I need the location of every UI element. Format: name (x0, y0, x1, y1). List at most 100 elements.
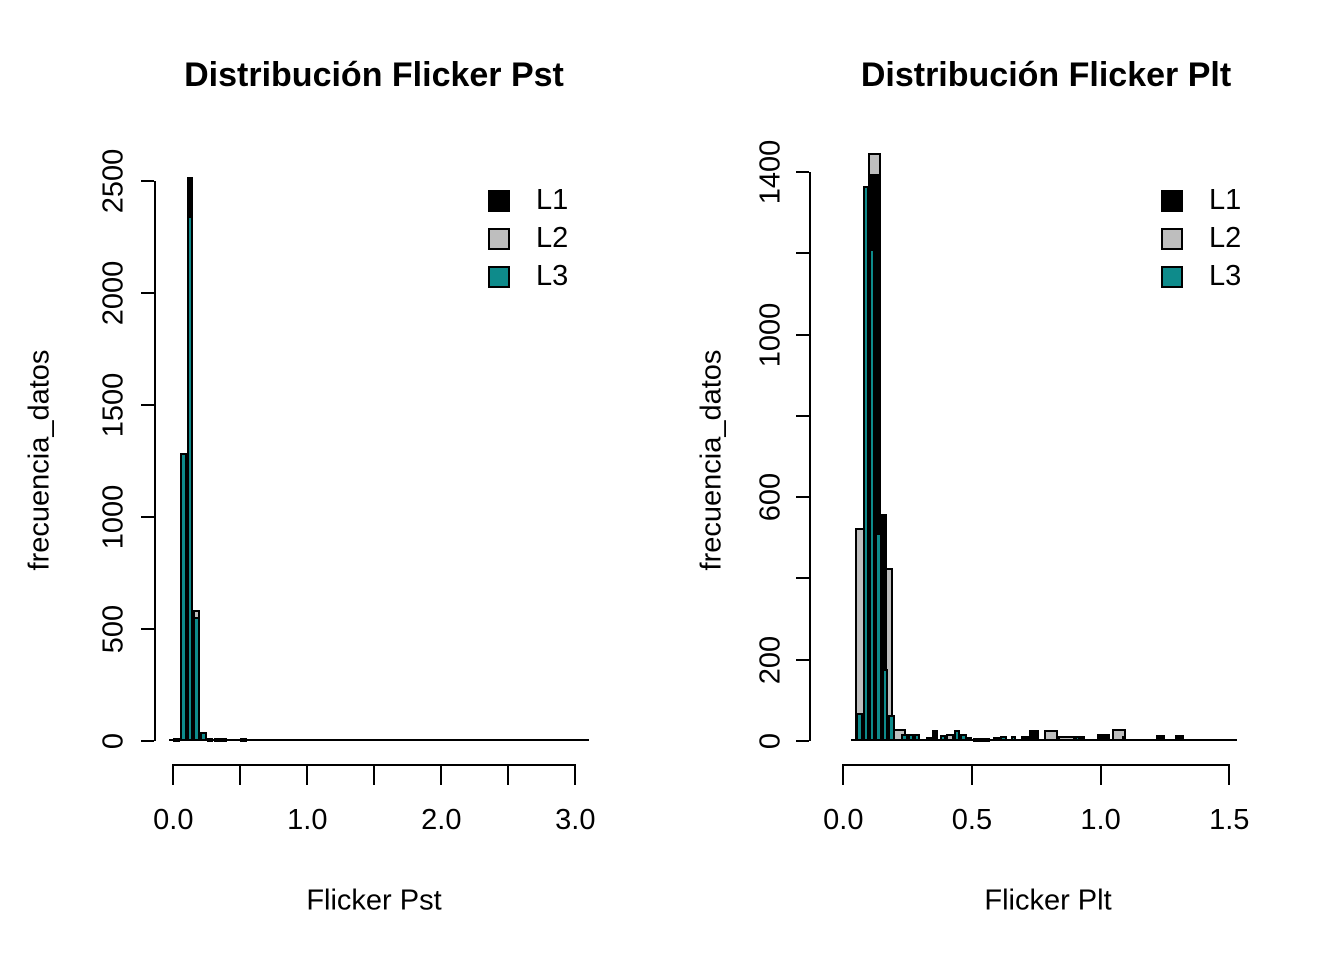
legend-label: L3 (1209, 260, 1242, 292)
y-tick-label: 0 (754, 732, 787, 750)
y-tick-label: 0 (97, 732, 130, 750)
x-tick (239, 764, 242, 785)
x-tick (1099, 764, 1102, 785)
l2-swatch (488, 227, 510, 250)
x-tick (970, 764, 973, 785)
y-tick-label: 500 (97, 604, 130, 654)
x-tick-label: 2.0 (421, 804, 462, 836)
legend-label: L2 (536, 222, 569, 254)
y-tick (796, 577, 809, 580)
histogram-bar-l3 (220, 738, 227, 742)
plot-baseline (169, 739, 589, 741)
histogram-bar-l3 (939, 734, 947, 741)
histogram-bar-l3 (1122, 736, 1127, 741)
histogram-bar-l3 (240, 738, 247, 742)
histogram-bar-l3 (213, 738, 221, 742)
legend-label: L1 (1209, 184, 1242, 216)
histogram-bar-l1 (925, 736, 933, 741)
y-tick-label: 2500 (97, 148, 130, 214)
histogram-bar-l3 (901, 734, 908, 741)
histogram-bar-l3 (206, 737, 214, 742)
histogram-bar-l1 (1020, 736, 1029, 741)
legend-label: L1 (536, 184, 569, 216)
histogram-bar-l3 (193, 616, 201, 741)
x-tick (574, 764, 577, 785)
y-tick (141, 628, 154, 630)
histogram-bar-l3 (186, 215, 194, 741)
right-x-axis-title: Flicker Plt (984, 884, 1112, 917)
left-y-axis-title: frecuencia_datos (23, 349, 56, 571)
histogram-bar-l3 (960, 733, 967, 741)
left-x-axis-title: Flicker Pst (306, 884, 442, 917)
histogram-bar-l2 (973, 737, 990, 742)
histogram-bar-l2 (1043, 730, 1059, 741)
histogram-bar-l3 (875, 532, 882, 741)
y-tick (141, 292, 154, 294)
y-tick (141, 740, 154, 742)
legend-item-l3: L3 (488, 260, 568, 293)
x-tick (842, 764, 845, 785)
legend-item-l1: L1 (1161, 184, 1241, 217)
x-tick-label: 0.0 (153, 804, 194, 836)
y-tick (141, 516, 154, 518)
x-tick-label: 1.0 (1080, 804, 1121, 836)
y-tick (796, 414, 809, 417)
l1-swatch (488, 189, 510, 212)
legend-label: L3 (536, 260, 569, 292)
histogram-bar-l1 (1028, 730, 1039, 741)
histogram-bar-l2 (1058, 736, 1075, 741)
x-tick (1228, 764, 1231, 785)
y-tick-label: 1000 (754, 302, 787, 367)
y-axis-line (154, 181, 156, 741)
y-tick-label: 600 (754, 472, 787, 522)
l3-swatch (1161, 265, 1183, 288)
x-tick-label: 0.5 (951, 804, 993, 836)
l3-swatch (488, 265, 510, 288)
x-tick (507, 764, 510, 785)
x-tick (306, 764, 309, 785)
histogram-bar-l3 (1010, 736, 1016, 741)
histogram-bar-l1 (1155, 735, 1165, 741)
histogram-bar-l2 (946, 733, 954, 741)
y-tick (796, 496, 809, 499)
y-tick (796, 171, 809, 174)
histogram-bar-l3 (1000, 736, 1007, 741)
histogram-bar-l3 (180, 452, 187, 741)
left-panel-title: Distribución Flicker Pst (184, 56, 564, 94)
histogram-bar-l3 (869, 249, 876, 741)
y-tick (141, 180, 154, 182)
y-tick-label: 2000 (97, 260, 130, 326)
y-tick (796, 658, 809, 661)
histogram-bar-l3 (200, 731, 207, 741)
right-y-axis-title: frecuencia_datos (695, 349, 728, 571)
y-tick-label: 1000 (97, 484, 130, 550)
x-axis-line (843, 764, 1230, 766)
histogram-bar-l1 (1175, 735, 1185, 741)
histogram-bar-l3 (914, 734, 921, 741)
legend-label: L2 (1209, 222, 1242, 254)
y-tick-label: 1500 (97, 372, 130, 438)
right-panel-title: Distribución Flicker Plt (860, 56, 1232, 94)
legend-item-l2: L2 (1161, 222, 1241, 255)
x-tick-label: 3.0 (555, 804, 596, 836)
histogram-bar-l3 (881, 668, 889, 741)
histogram-bar-l3 (856, 712, 863, 741)
y-tick (796, 333, 809, 336)
l1-swatch (1161, 189, 1183, 212)
x-tick (373, 764, 376, 785)
y-tick (141, 404, 154, 406)
y-axis-line (809, 172, 811, 741)
histogram-bar-l1 (1080, 736, 1086, 741)
histogram-bar-l3 (1074, 736, 1080, 741)
legend-item-l3: L3 (1161, 260, 1241, 293)
histogram-bar-l3 (862, 186, 870, 741)
histogram-bar-l3 (907, 734, 915, 741)
x-tick-label: 0.0 (823, 804, 864, 836)
histogram-bar-l1 (1096, 733, 1110, 741)
y-tick (796, 740, 809, 742)
y-tick-label: 200 (754, 635, 787, 684)
x-tick (440, 764, 443, 785)
histogram-bar-l3 (173, 738, 180, 742)
x-tick-label: 1.5 (1209, 804, 1250, 836)
legend-item-l1: L1 (488, 184, 568, 217)
